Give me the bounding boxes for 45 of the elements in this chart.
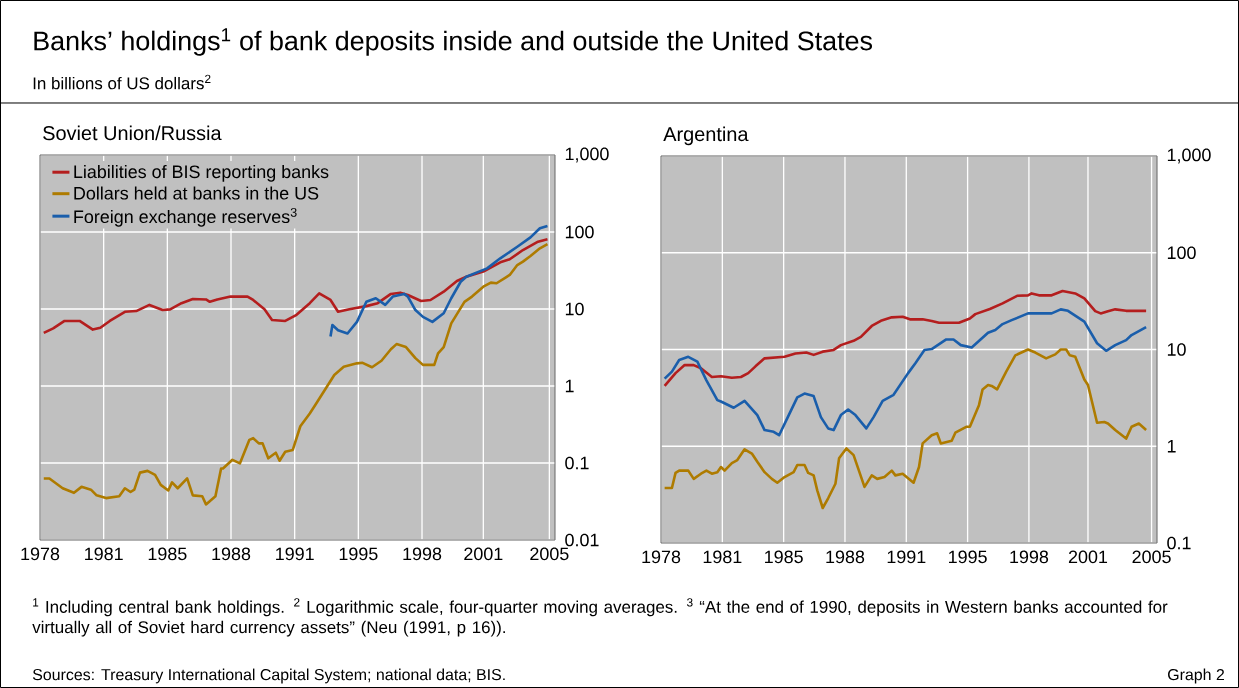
x-tick-label: 1981 <box>85 547 123 561</box>
x-tick-label: 2005 <box>530 547 569 561</box>
legend-label: Liabilities of BIS reporting banks <box>74 164 329 182</box>
x-tick-label: 1988 <box>212 547 251 561</box>
x-tick-label: 1995 <box>339 547 378 561</box>
y-tick-label: 10 <box>565 302 584 316</box>
line-series <box>663 289 1148 388</box>
x-tick-label: 2001 <box>1068 550 1108 564</box>
x-tick-label: 1985 <box>148 547 187 561</box>
line-series <box>329 224 549 338</box>
x-tick-label: 1998 <box>1010 550 1049 564</box>
x-tick-label: 1995 <box>949 550 987 564</box>
y-tick-label: 1,000 <box>565 147 609 163</box>
x-tick-label: 1978 <box>21 547 60 561</box>
legend-label: Foreign exchange reserves$^{3}$ <box>74 207 297 227</box>
y-tick-label: 0.01 <box>565 533 599 547</box>
x-tick-label: 2005 <box>1132 550 1171 564</box>
line-series <box>42 238 549 335</box>
y-tick-label: 1,000 <box>1167 148 1211 164</box>
source-note: Sources: Treasury International Capital System; national data; BIS. <box>32 668 505 684</box>
line-series <box>663 308 1148 437</box>
y-tick-label: 0.1 <box>565 456 589 470</box>
text: In billions of US dollars$^{2}$ <box>33 74 211 90</box>
x-tick-label: 1988 <box>826 550 865 564</box>
y-tick-label: 1 <box>1167 440 1176 453</box>
y-tick-label: 100 <box>1167 246 1196 260</box>
y-tick-label: 100 <box>565 225 594 239</box>
chart-title: Soviet Union/Russia <box>43 125 222 141</box>
text: Banks’ holdings$^{1}$ of bank deposits inside and outside the United States <box>34 28 873 56</box>
x-tick-label: 1998 <box>403 547 442 561</box>
chart-title: Argentina <box>663 126 749 146</box>
x-tick-label: 1991 <box>887 550 926 564</box>
x-tick-label: 1978 <box>642 550 681 564</box>
x-tick-label: 1991 <box>276 547 314 561</box>
line-series <box>42 242 549 506</box>
y-tick-label: 0.1 <box>1167 536 1191 550</box>
y-tick-label: 1 <box>565 379 574 393</box>
caption: Graph 2 <box>1168 668 1224 684</box>
y-tick-label: 10 <box>1167 343 1186 356</box>
x-tick-label: 2001 <box>464 547 503 561</box>
line-series <box>663 348 1148 510</box>
x-tick-label: 1981 <box>703 550 742 564</box>
legend-label: Dollars held at banks in the US <box>74 186 319 200</box>
text: $^{1}$ Including central bank holdings. $^{2}$ Logarithmic scale, four-quarter moving averages. $^{3}$ “At the end of 1990, deposits in Western banks accounted for virtually all of Soviet hard currency assets” (Neu (1991, p 16)). <box>32 598 1168 637</box>
x-tick-label: 1985 <box>765 550 803 564</box>
